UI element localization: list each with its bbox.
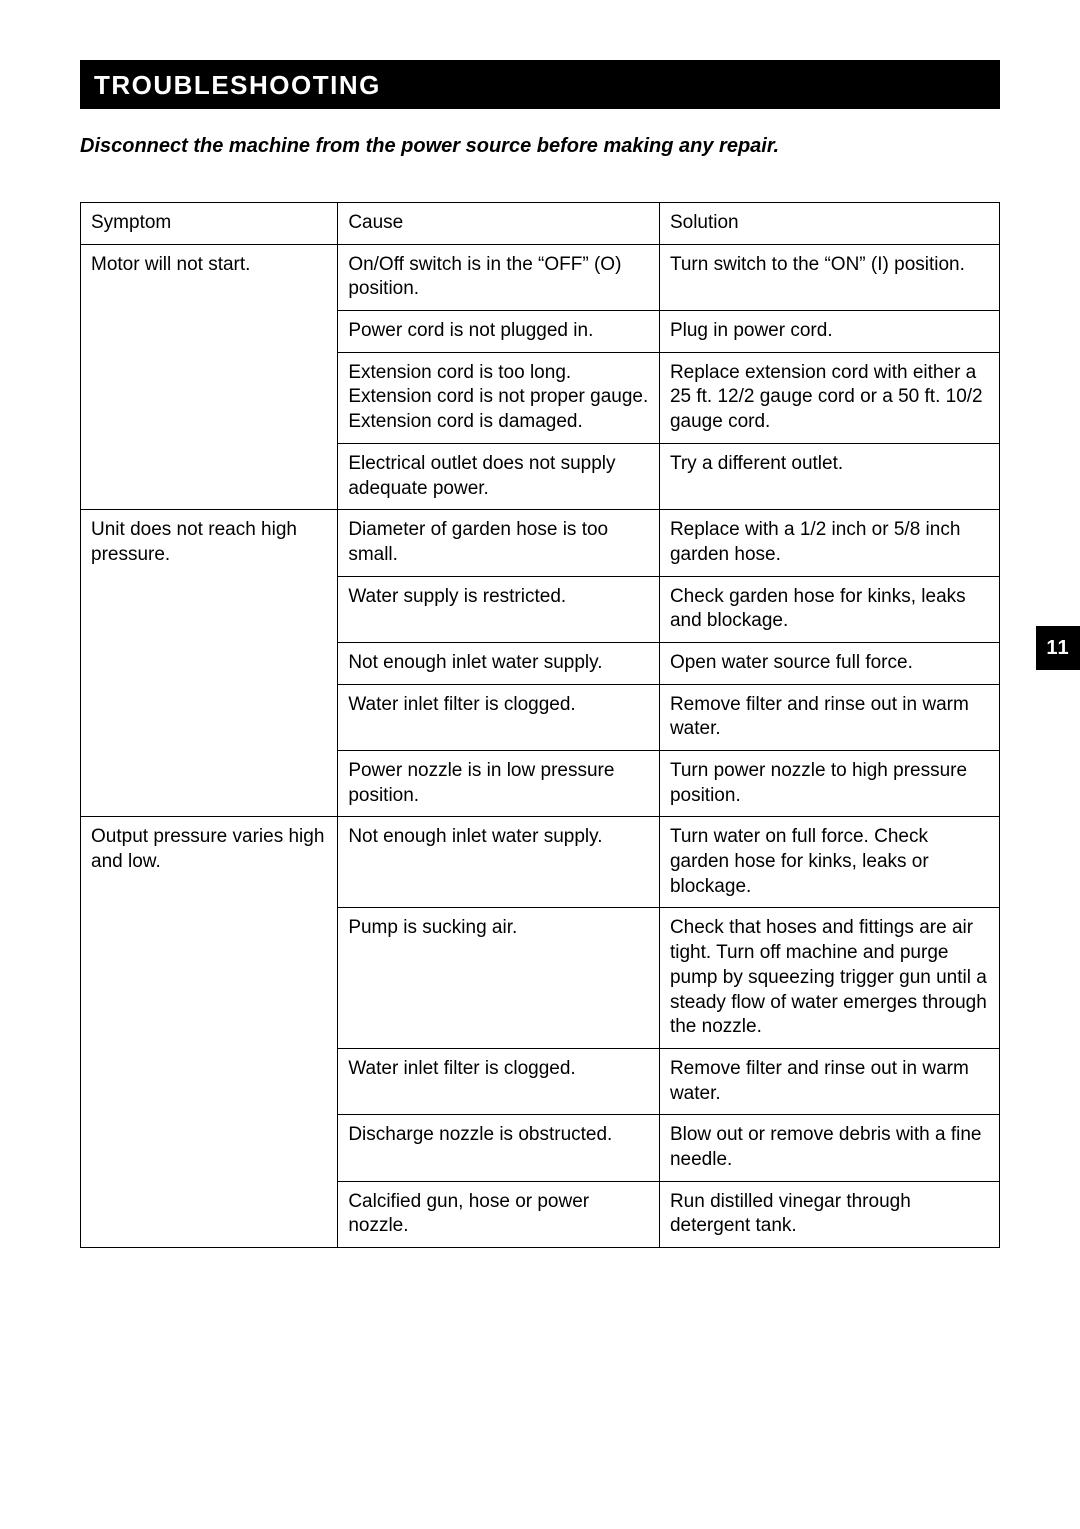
symptom-cell: Motor will not start. — [81, 244, 338, 510]
column-header-symptom: Symptom — [81, 203, 338, 245]
warning-text: Disconnect the machine from the power so… — [80, 135, 1000, 158]
symptom-cell: Unit does not reach high pressure. — [81, 510, 338, 817]
cause-cell: Power cord is not plugged in. — [338, 311, 660, 353]
solution-cell: Run distilled vinegar through detergent … — [659, 1181, 999, 1247]
solution-cell: Replace extension cord with either a 25 … — [659, 352, 999, 443]
table-body: Motor will not start.On/Off switch is in… — [81, 244, 1000, 1247]
table-row: Output pressure varies high and low.Not … — [81, 817, 1000, 908]
solution-cell: Blow out or remove debris with a fine ne… — [659, 1115, 999, 1181]
cause-cell: Water inlet filter is clogged. — [338, 1048, 660, 1114]
table-row: Motor will not start.On/Off switch is in… — [81, 244, 1000, 310]
section-title: TROUBLESHOOTING — [80, 60, 1000, 109]
page-container: TROUBLESHOOTING Disconnect the machine f… — [0, 0, 1080, 1308]
solution-cell: Turn power nozzle to high pressure posit… — [659, 751, 999, 817]
table-row: Unit does not reach high pressure.Diamet… — [81, 510, 1000, 576]
solution-cell: Turn water on full force. Check garden h… — [659, 817, 999, 908]
solution-cell: Check garden hose for kinks, leaks and b… — [659, 576, 999, 642]
solution-cell: Check that hoses and fittings are air ti… — [659, 908, 999, 1048]
solution-cell: Plug in power cord. — [659, 311, 999, 353]
column-header-solution: Solution — [659, 203, 999, 245]
cause-cell: Water supply is restricted. — [338, 576, 660, 642]
solution-cell: Replace with a 1/2 inch or 5/8 inch gard… — [659, 510, 999, 576]
cause-cell: Not enough inlet water supply. — [338, 817, 660, 908]
cause-cell: On/Off switch is in the “OFF” (O) positi… — [338, 244, 660, 310]
cause-cell: Electrical outlet does not supply adequa… — [338, 443, 660, 509]
troubleshooting-table: Symptom Cause Solution Motor will not st… — [80, 202, 1000, 1248]
page-number-badge: 11 — [1036, 626, 1080, 670]
solution-cell: Open water source full force. — [659, 642, 999, 684]
solution-cell: Remove filter and rinse out in warm wate… — [659, 684, 999, 750]
solution-cell: Try a different outlet. — [659, 443, 999, 509]
table-header-row: Symptom Cause Solution — [81, 203, 1000, 245]
cause-cell: Diameter of garden hose is too small. — [338, 510, 660, 576]
solution-cell: Remove filter and rinse out in warm wate… — [659, 1048, 999, 1114]
cause-cell: Discharge nozzle is obstructed. — [338, 1115, 660, 1181]
cause-cell: Pump is sucking air. — [338, 908, 660, 1048]
cause-cell: Calcified gun, hose or power nozzle. — [338, 1181, 660, 1247]
column-header-cause: Cause — [338, 203, 660, 245]
symptom-cell: Output pressure varies high and low. — [81, 817, 338, 1248]
cause-cell: Power nozzle is in low pressure position… — [338, 751, 660, 817]
cause-cell: Extension cord is too long. Extension co… — [338, 352, 660, 443]
cause-cell: Not enough inlet water supply. — [338, 642, 660, 684]
solution-cell: Turn switch to the “ON” (I) position. — [659, 244, 999, 310]
cause-cell: Water inlet filter is clogged. — [338, 684, 660, 750]
